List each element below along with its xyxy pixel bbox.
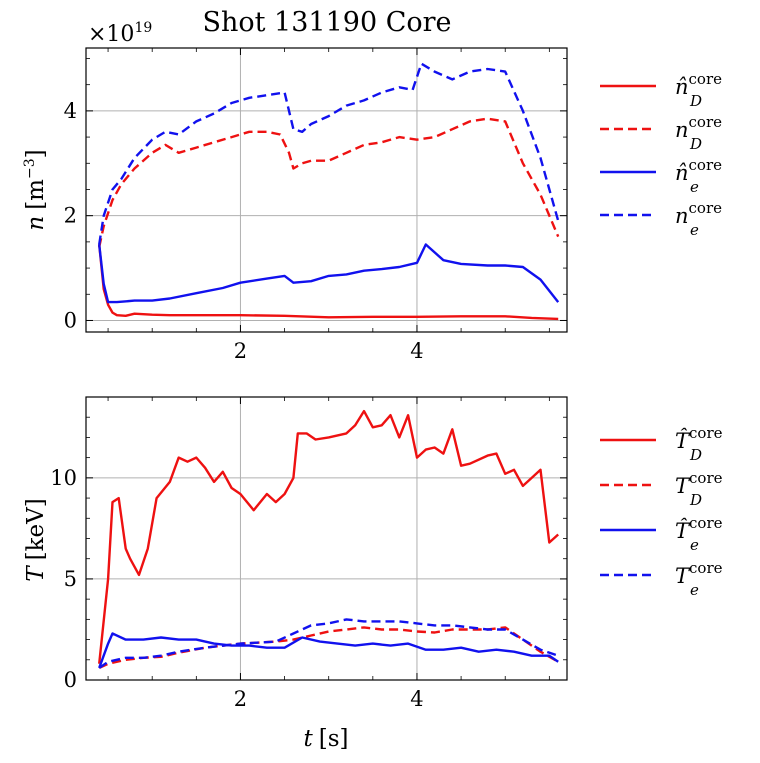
legend-label: T̂core e (675, 514, 723, 554)
series-line-1-2 (98, 632, 559, 669)
density-plot: 2 4 0 2 4 (64, 47, 568, 363)
y-tick-label: 10 (50, 466, 77, 490)
exponent-label: ×1019 (88, 20, 152, 47)
series-line-0-2 (98, 243, 560, 304)
y-tick-label: 2 (64, 204, 77, 228)
legend-label: ncore e (675, 199, 722, 239)
y-tick-label: 0 (64, 308, 77, 332)
legend-label: Tcore D (675, 469, 723, 509)
time-x-axis-label: t [s] (304, 726, 349, 752)
legend-label: ncore D (675, 113, 722, 153)
series-line-0-3 (98, 62, 560, 245)
legend-label: Tcore e (675, 559, 723, 599)
x-tick-label: 2 (234, 339, 247, 363)
x-tick-label: 4 (410, 687, 423, 711)
legend-label: n̂core D (675, 70, 722, 110)
y-tick-label: 4 (64, 99, 77, 123)
legend-label: n̂core e (675, 156, 722, 196)
temperature-legend: T̂core D Tcore D T̂core e Tcore e (600, 424, 723, 599)
x-tick-label: 2 (234, 687, 247, 711)
legend-label: T̂core D (675, 424, 723, 464)
y-tick-label: 0 (64, 668, 77, 692)
series-line-0-0 (98, 244, 559, 321)
chart-title: Shot 131190 Core (202, 7, 451, 38)
x-tick-label: 4 (410, 339, 423, 363)
series-line-1-1 (98, 626, 559, 669)
series-line-1-0 (98, 409, 560, 664)
series-line-0-1 (98, 117, 560, 248)
temperature-plot: 2 4 0 5 10 (50, 396, 568, 711)
temperature-y-axis-label: T[keV] (23, 498, 49, 581)
density-y-axis-label: n[m−3] (22, 149, 49, 230)
series-line-1-3 (98, 618, 559, 669)
plot-frame (85, 47, 568, 333)
y-tick-label: 5 (64, 567, 77, 591)
